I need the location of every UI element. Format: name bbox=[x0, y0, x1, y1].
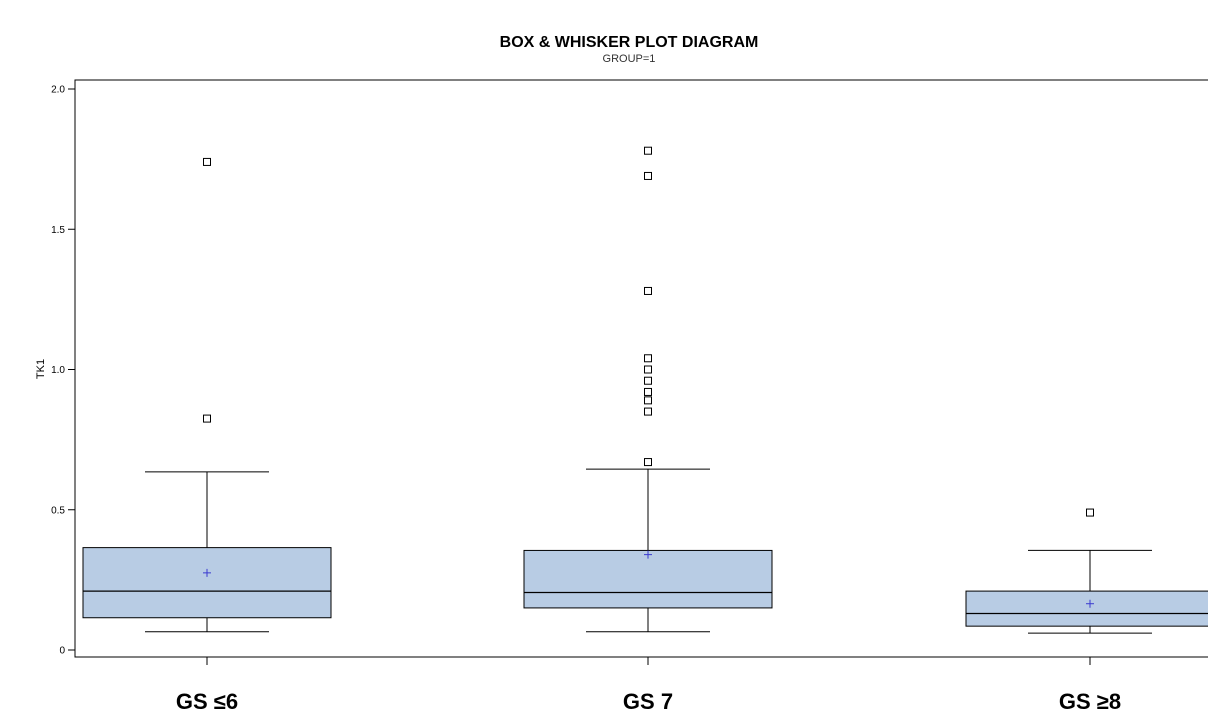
category-label: GS 7 bbox=[623, 689, 673, 714]
y-tick-label: 1.5 bbox=[51, 225, 65, 236]
iqr-box bbox=[523, 549, 773, 609]
boxes-layer bbox=[82, 146, 1208, 634]
chart-title: BOX & WHISKER PLOT DIAGRAM bbox=[500, 34, 759, 51]
box-group bbox=[82, 157, 332, 633]
outlier-point bbox=[203, 414, 211, 423]
y-axis: 0 0.5 1.0 1.5 2.0 bbox=[51, 85, 75, 657]
iqr-box bbox=[965, 590, 1208, 627]
category-label: GS ≥8 bbox=[1059, 689, 1121, 714]
outlier-point bbox=[1086, 508, 1094, 517]
y-tick-label: 0.5 bbox=[51, 505, 65, 516]
outlier-point bbox=[644, 286, 652, 295]
outlier-point bbox=[644, 365, 652, 374]
outlier-point bbox=[644, 387, 652, 396]
outlier-point bbox=[203, 157, 211, 166]
chart-subtitle: GROUP=1 bbox=[603, 53, 656, 65]
outlier-point bbox=[644, 407, 652, 416]
box-group bbox=[523, 146, 773, 633]
outlier-point bbox=[644, 376, 652, 385]
outlier-point bbox=[644, 171, 652, 180]
outlier-point bbox=[644, 396, 652, 405]
y-tick-label: 2.0 bbox=[51, 85, 65, 96]
iqr-box bbox=[82, 547, 332, 619]
box-group bbox=[965, 508, 1208, 634]
y-axis-label: TK1 bbox=[35, 359, 47, 379]
y-tick-label: 1.0 bbox=[51, 365, 65, 376]
y-tick-label: 0 bbox=[59, 646, 65, 657]
outlier-point bbox=[644, 146, 652, 155]
outlier-point bbox=[644, 458, 652, 467]
plot-frame bbox=[74, 79, 1208, 658]
outlier-point bbox=[644, 354, 652, 363]
category-label: GS ≤6 bbox=[176, 689, 238, 714]
x-axis: GS ≤6 GS 7 GS ≥8 bbox=[176, 657, 1121, 714]
